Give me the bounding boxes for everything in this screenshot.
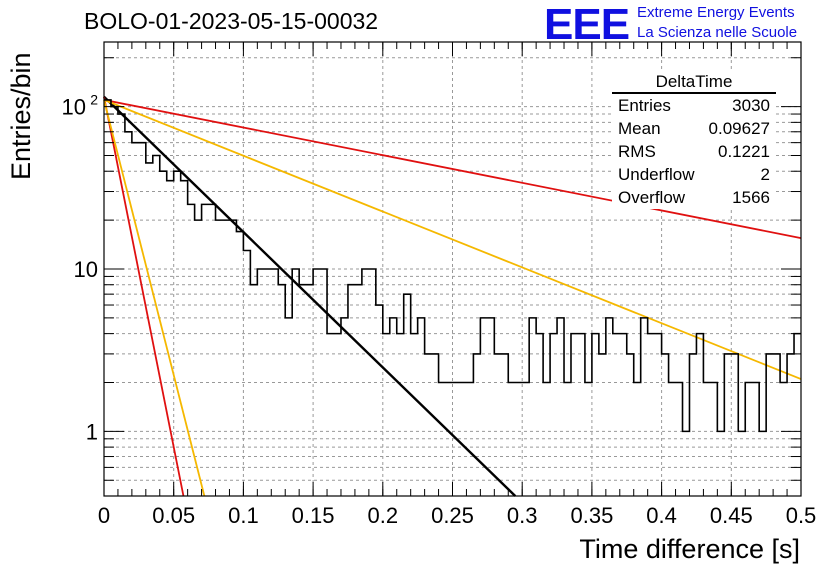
axis-ticks — [103, 42, 802, 497]
fit-curves — [103, 95, 802, 497]
x-tick-label: 0.3 — [507, 503, 538, 528]
stats-label: Overflow — [618, 188, 686, 207]
x-axis-label: Time difference [s] — [579, 534, 800, 564]
y-tick-label: 10 — [62, 95, 86, 120]
axis-tick-labels: 0 0.05 0.1 0.15 0.2 0.25 0.3 0.35 0.4 0.45 0.5 1 10 1… — [62, 92, 817, 528]
x-tick-label: 0.45 — [710, 503, 753, 528]
stats-value: 0.1221 — [718, 142, 770, 161]
fit-curve — [103, 96, 185, 497]
stats-value: 1566 — [732, 188, 770, 207]
y-tick-label: 1 — [86, 419, 98, 444]
stats-row-overflow: Overflow 1566 — [612, 186, 776, 209]
x-tick-label: 0.05 — [152, 503, 195, 528]
stats-box: DeltaTime Entries 3030 Mean 0.09627 RMS … — [612, 72, 776, 209]
eee-logo: EEE — [544, 0, 630, 49]
fit-curve — [103, 99, 802, 239]
x-tick-label: 0 — [98, 503, 110, 528]
run-title: BOLO-01-2023-05-15-00032 — [84, 8, 379, 34]
stats-row-rms: RMS 0.1221 — [612, 140, 776, 163]
stats-label: Entries — [618, 96, 671, 115]
fit-curve — [103, 99, 802, 380]
logo-tagline-1: Extreme Energy Events — [637, 4, 795, 21]
stats-title: DeltaTime — [612, 72, 776, 94]
fit-curve — [103, 99, 206, 497]
stats-label: Mean — [618, 119, 661, 138]
x-tick-label: 0.2 — [368, 503, 399, 528]
x-tick-label: 0.4 — [646, 503, 677, 528]
stats-label: RMS — [618, 142, 656, 161]
x-tick-label: 0.35 — [570, 503, 613, 528]
stats-row-underflow: Underflow 2 — [612, 163, 776, 186]
x-tick-label: 0.25 — [431, 503, 474, 528]
stats-label: Underflow — [618, 165, 695, 184]
stats-value: 2 — [760, 165, 770, 184]
fit-curve — [103, 95, 517, 497]
stats-value: 0.09627 — [708, 119, 770, 138]
histogram-series — [104, 99, 801, 433]
histogram-step-line — [104, 99, 801, 433]
x-tick-label: 0.15 — [292, 503, 335, 528]
y-axis-label: Entries/bin — [6, 52, 36, 180]
stats-value: 3030 — [732, 96, 770, 115]
stats-row-entries: Entries 3030 — [612, 94, 776, 117]
x-tick-label: 0.1 — [228, 503, 259, 528]
y-tick-label: 10 — [74, 257, 98, 282]
stats-row-mean: Mean 0.09627 — [612, 117, 776, 140]
logo-tagline-2: La Scienza nelle Scuole — [637, 24, 798, 41]
y-tick-label-exponent: 2 — [90, 92, 98, 108]
x-tick-label: 0.5 — [786, 503, 817, 528]
